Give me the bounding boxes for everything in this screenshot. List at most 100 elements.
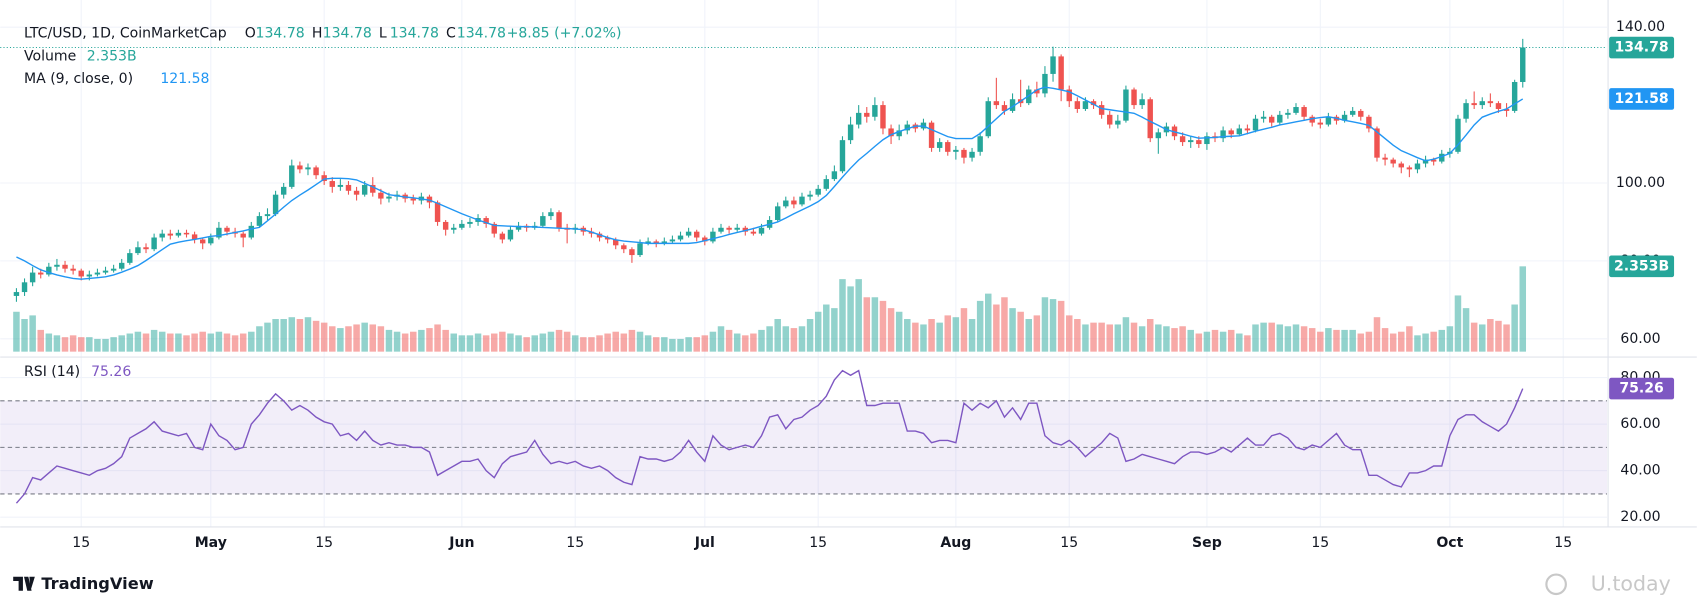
volume-bar: [515, 335, 522, 352]
volume-bar: [239, 333, 247, 352]
candle-body: [1503, 108, 1510, 111]
volume-bar: [588, 337, 595, 352]
candle-body: [313, 167, 319, 176]
candle-body: [159, 233, 165, 238]
volume-bar: [1009, 308, 1016, 352]
volume-bar: [677, 338, 684, 352]
ma-legend: MA (9, close, 0): [24, 71, 133, 87]
rsi-line: [15, 369, 1524, 504]
volume-bar: [1357, 333, 1365, 352]
volume-bar: [782, 326, 790, 352]
volume-bar: [790, 328, 798, 352]
volume-bar: [280, 319, 287, 352]
candle-body: [1179, 136, 1186, 143]
x-tick-label: Jun: [448, 535, 474, 551]
rsi-tick-label: 20.00: [1620, 509, 1660, 525]
volume-bar: [571, 335, 579, 352]
candle-body: [1390, 159, 1396, 164]
volume-bar: [952, 317, 960, 352]
volume-bar: [312, 320, 320, 352]
candle-body: [1204, 136, 1210, 145]
volume-bar: [1155, 324, 1162, 352]
volume-bar: [1122, 317, 1130, 352]
volume-bar: [142, 333, 150, 352]
volume-bar: [928, 319, 935, 352]
volume-bar: [94, 338, 101, 352]
candle-body: [1001, 105, 1008, 111]
candle-body: [685, 231, 692, 236]
volume-bar: [709, 331, 717, 352]
candle-body: [831, 171, 838, 180]
candle-body: [1479, 101, 1485, 106]
candle-body: [224, 227, 230, 232]
candle-body: [977, 136, 983, 152]
volume-bar: [814, 311, 822, 352]
volume-bar: [1179, 326, 1186, 352]
volume-bar: [1187, 329, 1194, 352]
volume-bar: [750, 333, 757, 352]
volume-bar: [847, 286, 854, 352]
volume-bar: [1082, 324, 1089, 352]
volume-bar: [1211, 329, 1219, 352]
volume-bar: [798, 326, 806, 352]
volume-bar: [191, 333, 198, 352]
candle-body: [151, 237, 157, 250]
volume-bar: [1098, 322, 1105, 352]
volume-bar: [37, 329, 44, 352]
volume-bar: [652, 337, 660, 352]
candle-body: [823, 179, 829, 189]
candle-body: [337, 184, 344, 187]
volume-bar: [1446, 326, 1454, 352]
candle-body: [1139, 99, 1145, 106]
candle-body: [791, 200, 797, 205]
volume-bar: [879, 300, 887, 352]
volume-bar: [1203, 331, 1211, 352]
volume-bar: [450, 333, 458, 352]
volume-bar: [742, 335, 749, 352]
candle-body: [1341, 114, 1348, 121]
candle-body: [896, 130, 902, 137]
candle-body: [1123, 89, 1129, 121]
volume-bar: [385, 329, 393, 352]
volume-bar: [839, 279, 846, 352]
candle-body: [110, 268, 117, 271]
ohlc-label: O: [245, 26, 256, 42]
ohlc-label: L: [379, 26, 387, 42]
volume-tag: 2.353B: [1614, 258, 1669, 274]
volume-bar: [167, 333, 174, 352]
candle-body: [1520, 47, 1526, 82]
volume-bar: [806, 319, 814, 352]
candle-body: [256, 216, 263, 226]
volume-bar: [539, 333, 547, 352]
candle-body: [783, 200, 789, 207]
candle-body: [993, 101, 1000, 106]
volume-bar: [507, 333, 514, 352]
volume-bar: [1057, 300, 1065, 352]
volume-bar: [474, 333, 482, 352]
volume-bar: [912, 322, 919, 352]
candle-body: [1244, 128, 1251, 131]
candle-body: [1495, 103, 1502, 109]
candle-body: [710, 231, 716, 242]
volume-bar: [725, 329, 733, 352]
volume-bar: [1195, 333, 1203, 352]
candle-body: [718, 227, 724, 232]
volume-bar: [701, 335, 709, 352]
volume-bar: [774, 319, 781, 352]
candle-body: [604, 237, 611, 240]
candle-body: [216, 227, 222, 238]
volume-bar: [45, 333, 53, 352]
x-tick-label: 15: [809, 535, 827, 551]
volume-bar: [150, 329, 158, 352]
candle-body: [742, 227, 749, 232]
candle-body: [199, 239, 206, 244]
volume-bar: [1325, 328, 1332, 352]
volume-bar: [904, 319, 911, 352]
candle-body: [548, 212, 554, 217]
volume-bar: [442, 329, 449, 352]
volume-bar: [29, 315, 36, 352]
volume-bar: [1487, 319, 1494, 352]
volume-bar: [69, 335, 77, 352]
candle-body: [653, 241, 659, 244]
